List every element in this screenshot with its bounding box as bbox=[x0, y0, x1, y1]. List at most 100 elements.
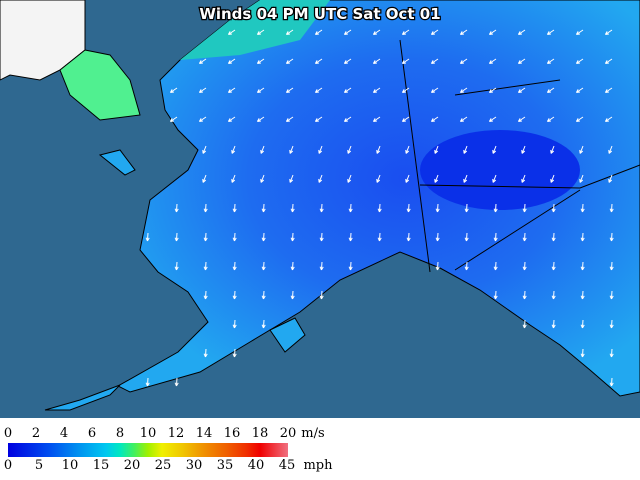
wind-arrow bbox=[203, 290, 208, 300]
wind-arrow bbox=[464, 261, 469, 271]
wind-arrow bbox=[430, 58, 439, 65]
wind-arrow bbox=[174, 203, 179, 213]
wind-arrow bbox=[401, 58, 410, 65]
wind-arrow bbox=[608, 145, 613, 154]
wind-arrow bbox=[604, 87, 613, 94]
wind-arrow bbox=[319, 203, 324, 213]
ms-label: 4 bbox=[59, 426, 69, 441]
mph-unit: mph bbox=[303, 458, 333, 473]
ms-label: 6 bbox=[87, 426, 97, 441]
wind-arrow bbox=[493, 290, 498, 300]
wind-arrow bbox=[609, 348, 614, 358]
wind-arrow bbox=[231, 145, 236, 154]
wind-arrow bbox=[232, 319, 237, 329]
wind-arrow bbox=[488, 58, 497, 65]
wind-arrow bbox=[493, 203, 498, 213]
alaska-land bbox=[116, 0, 640, 397]
wind-arrow bbox=[227, 29, 236, 36]
ms-label: 0 bbox=[3, 426, 13, 441]
wind-arrow bbox=[256, 29, 265, 36]
wind-arrow bbox=[521, 145, 526, 154]
border bbox=[419, 164, 640, 189]
border bbox=[454, 79, 561, 96]
wind-arrow bbox=[290, 232, 295, 242]
mph-label: 20 bbox=[123, 458, 141, 473]
wind-arrow bbox=[401, 87, 410, 94]
wind-arrow bbox=[546, 29, 555, 36]
wind-arrow bbox=[609, 203, 614, 213]
wind-arrow bbox=[174, 377, 179, 387]
mph-label: 25 bbox=[154, 458, 172, 473]
ms-label: 14 bbox=[195, 426, 213, 441]
wind-arrow bbox=[289, 174, 294, 183]
wind-arrow bbox=[285, 116, 294, 123]
wind-arrow bbox=[347, 145, 352, 154]
wind-arrow bbox=[261, 261, 266, 271]
wind-arrow bbox=[609, 377, 614, 387]
wind-arrow bbox=[348, 203, 353, 213]
wind-arrow bbox=[343, 116, 352, 123]
wind-arrow bbox=[430, 87, 439, 94]
wind-arrow bbox=[405, 174, 410, 183]
wind-arrow bbox=[493, 232, 498, 242]
wind-arrow bbox=[575, 29, 584, 36]
wind-arrow bbox=[261, 232, 266, 242]
mph-label: 45 bbox=[278, 458, 296, 473]
wind-arrow bbox=[575, 116, 584, 123]
wind-arrow bbox=[405, 145, 410, 154]
map-title: Winds 04 PM UTC Sat Oct 01 bbox=[199, 5, 440, 23]
wind-arrow bbox=[376, 174, 381, 183]
wind-arrow bbox=[580, 203, 585, 213]
wind-arrow bbox=[203, 261, 208, 271]
wind-arrow bbox=[319, 290, 324, 300]
wind-arrow bbox=[261, 203, 266, 213]
wind-arrow bbox=[145, 377, 150, 387]
wind-arrow bbox=[169, 87, 178, 94]
wind-zone bbox=[180, 0, 330, 60]
wind-arrow bbox=[517, 29, 526, 36]
ms-label: 2 bbox=[31, 426, 41, 441]
mph-label: 10 bbox=[61, 458, 79, 473]
wind-arrow bbox=[169, 116, 178, 123]
wind-arrow bbox=[372, 58, 381, 65]
wind-arrow bbox=[318, 174, 323, 183]
wind-arrow bbox=[608, 174, 613, 183]
wind-arrow bbox=[550, 145, 555, 154]
mph-label: 0 bbox=[3, 458, 13, 473]
wind-arrow bbox=[522, 319, 527, 329]
chukotka-wind-zone bbox=[59, 49, 141, 121]
wind-arrow bbox=[575, 58, 584, 65]
wind-arrow bbox=[406, 203, 411, 213]
wind-arrow bbox=[256, 58, 265, 65]
wind-arrow bbox=[551, 203, 556, 213]
wind-arrow bbox=[522, 290, 527, 300]
mph-label: 5 bbox=[34, 458, 44, 473]
wind-arrow bbox=[459, 29, 468, 36]
wind-arrow bbox=[202, 174, 207, 183]
border bbox=[454, 189, 581, 271]
wind-arrow bbox=[285, 29, 294, 36]
wind-arrow bbox=[372, 29, 381, 36]
ms-unit: m/s bbox=[301, 426, 325, 441]
wind-arrow bbox=[546, 58, 555, 65]
wind-arrow bbox=[285, 58, 294, 65]
ms-label: 20 bbox=[279, 426, 297, 441]
wind-arrow bbox=[314, 87, 323, 94]
wind-arrow bbox=[401, 29, 410, 36]
wind-arrow bbox=[517, 87, 526, 94]
ms-label: 12 bbox=[167, 426, 185, 441]
wind-arrow bbox=[372, 116, 381, 123]
wind-arrow bbox=[377, 232, 382, 242]
ms-label: 16 bbox=[223, 426, 241, 441]
wind-arrow bbox=[609, 290, 614, 300]
mph-label: 30 bbox=[185, 458, 203, 473]
wind-arrow bbox=[463, 174, 468, 183]
wind-min-area bbox=[420, 130, 580, 210]
wind-arrow bbox=[517, 58, 526, 65]
wind-arrow bbox=[347, 174, 352, 183]
island bbox=[44, 384, 121, 411]
wind-arrow bbox=[285, 87, 294, 94]
wind-arrow bbox=[261, 290, 266, 300]
map: Winds 04 PM UTC Sat Oct 01 bbox=[0, 0, 640, 418]
wind-arrow bbox=[198, 116, 207, 123]
